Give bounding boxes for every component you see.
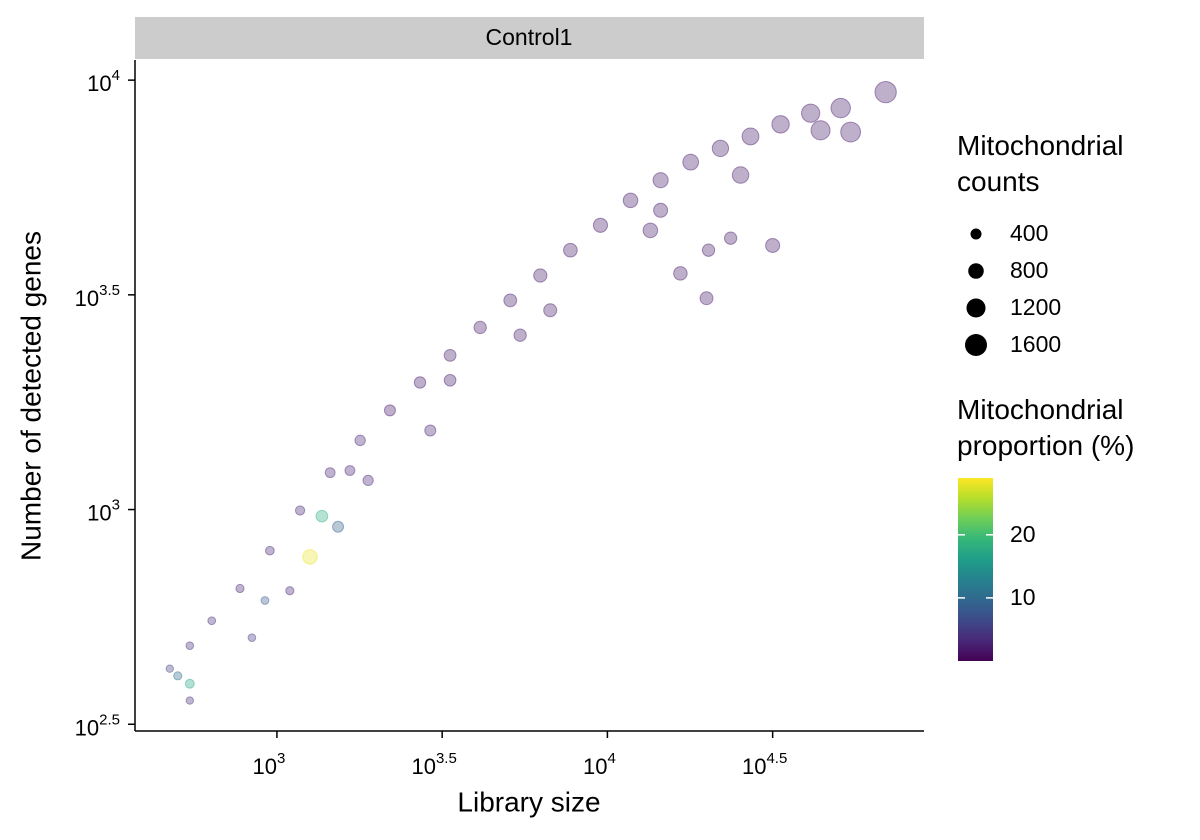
point (247, 633, 257, 642)
point (207, 616, 217, 626)
point (543, 303, 558, 318)
point (682, 153, 700, 171)
point (642, 222, 659, 239)
point (810, 120, 831, 141)
point (723, 231, 738, 245)
point (383, 404, 396, 417)
y-tick-label: 104 (87, 67, 120, 96)
points (165, 80, 897, 705)
point (840, 121, 862, 143)
point (165, 664, 174, 673)
point (332, 520, 345, 533)
size-legend-label: 800 (1010, 257, 1048, 283)
x-tick-label: 103.5 (411, 750, 456, 779)
size-legend-title: Mitochondrial counts (957, 130, 1124, 197)
size-legend-key (968, 263, 984, 279)
point (699, 291, 714, 306)
size-legend-label: 400 (1010, 220, 1048, 246)
point (362, 474, 374, 487)
point (173, 671, 183, 681)
point (354, 434, 366, 447)
size-legend-key (965, 334, 987, 356)
facet-strip (135, 17, 924, 59)
x-tick-label: 104.5 (742, 750, 787, 779)
x-axis-title: Library size (457, 786, 600, 817)
point (235, 583, 245, 594)
x-tick-label: 103 (253, 750, 286, 779)
colorbar-label: 10 (1010, 584, 1036, 610)
point (874, 80, 897, 104)
point (413, 376, 427, 389)
colorbar (958, 478, 993, 661)
point (185, 696, 195, 705)
point (563, 242, 578, 258)
point (473, 320, 487, 335)
size-legend-label: 1200 (1010, 294, 1061, 320)
point (324, 467, 336, 479)
point (771, 115, 790, 134)
color-legend-title: Mitochondrial proportion (%) (957, 394, 1134, 461)
point (830, 97, 851, 119)
point (652, 172, 669, 189)
point (285, 586, 295, 596)
point (731, 166, 750, 184)
point (741, 127, 760, 146)
size-legend-label: 1600 (1010, 331, 1061, 357)
point (184, 678, 195, 689)
point (185, 641, 195, 650)
size-legend-key (966, 298, 986, 318)
point (765, 237, 781, 253)
point (673, 266, 688, 281)
point (701, 243, 716, 257)
y-axis-title: Number of detected genes (15, 231, 46, 561)
point (424, 424, 437, 437)
point (513, 328, 527, 342)
point (265, 545, 275, 556)
colorbar-label: 20 (1010, 521, 1036, 547)
point (344, 465, 356, 476)
y-tick-label: 103.5 (75, 282, 120, 311)
facet-label: Control1 (486, 24, 573, 50)
size-legend-key (970, 228, 982, 240)
point (443, 348, 457, 362)
point (503, 293, 518, 308)
point (302, 549, 318, 565)
point (653, 202, 669, 218)
point (801, 103, 821, 123)
x-tick-label: 104 (583, 750, 616, 779)
point (622, 192, 639, 209)
point (443, 373, 457, 387)
point (294, 505, 306, 516)
point (533, 268, 548, 283)
point (260, 596, 270, 605)
point (711, 139, 730, 158)
point (592, 217, 609, 233)
point (315, 509, 329, 523)
y-tick-label: 102.5 (75, 711, 120, 740)
y-tick-label: 103 (87, 497, 120, 526)
